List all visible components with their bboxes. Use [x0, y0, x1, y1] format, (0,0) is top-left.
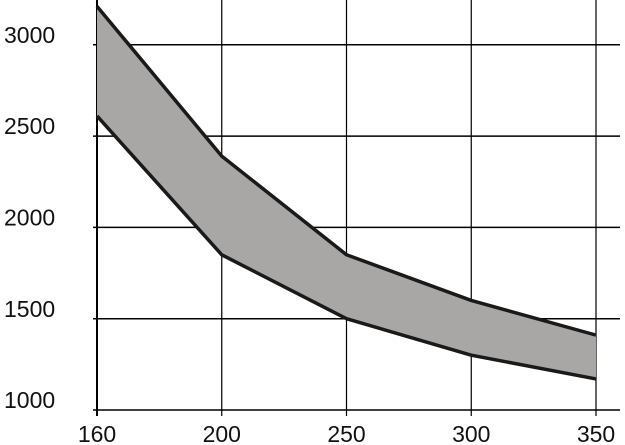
band-fill: [97, 6, 596, 379]
y-tick-label: 2500: [4, 113, 55, 139]
x-tick-label: 200: [203, 421, 241, 445]
x-tick-label: 160: [78, 421, 116, 445]
x-tick-label: 350: [577, 421, 615, 445]
band-edge: [95, 114, 597, 381]
y-tick-label: 1000: [4, 387, 55, 413]
x-tick-label: 300: [452, 421, 490, 445]
x-tick-label: 250: [327, 421, 365, 445]
band-edge: [95, 5, 597, 337]
y-tick-label: 1500: [4, 296, 55, 322]
y-tick-label: 3000: [4, 22, 55, 48]
y-tick-label: 2000: [4, 204, 55, 230]
